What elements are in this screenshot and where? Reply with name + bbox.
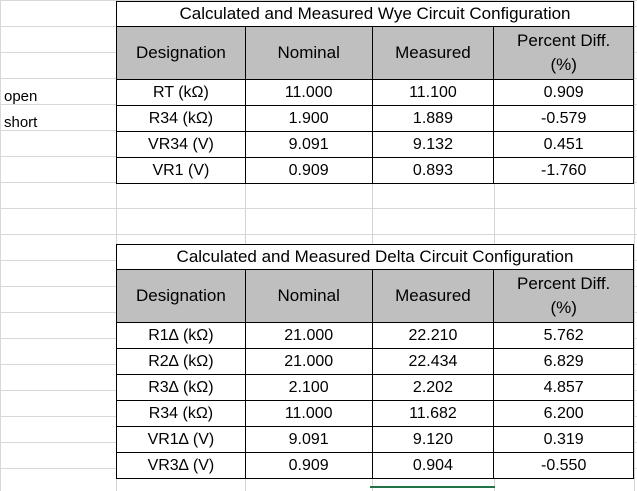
cell-measured[interactable]: 11.682 xyxy=(371,400,495,427)
header-percent-diff[interactable]: Percent Diff. (%) xyxy=(493,269,634,323)
cell-measured[interactable]: 22.210 xyxy=(371,322,495,349)
cell-measured[interactable]: 1.889 xyxy=(371,105,495,132)
column-divider xyxy=(634,0,635,491)
table-row: R34 (kΩ) 1.900 1.889 -0.579 xyxy=(116,105,634,132)
wye-header-row: Designation Nominal Measured Percent Dif… xyxy=(116,26,634,80)
table-row: VR3∆ (V) 0.909 0.904 -0.550 xyxy=(116,452,634,479)
cell-percent[interactable]: 0.451 xyxy=(493,131,634,158)
header-nominal[interactable]: Nominal xyxy=(244,269,373,323)
cell-percent[interactable]: -0.550 xyxy=(493,452,634,479)
cell-nominal[interactable]: 9.091 xyxy=(244,426,373,453)
cell-nominal[interactable]: 2.100 xyxy=(244,374,373,401)
table-row: VR1∆ (V) 9.091 9.120 0.319 xyxy=(116,426,634,453)
cell-nominal[interactable]: 9.091 xyxy=(244,131,373,158)
cell-nominal[interactable]: 21.000 xyxy=(244,322,373,349)
cell-percent[interactable]: 5.762 xyxy=(493,322,634,349)
cell-nominal[interactable]: 21.000 xyxy=(244,348,373,375)
cell-nominal[interactable]: 11.000 xyxy=(244,79,373,106)
header-nominal[interactable]: Nominal xyxy=(244,26,373,80)
cell-measured[interactable]: 22.434 xyxy=(371,348,495,375)
cell-nominal[interactable]: 0.909 xyxy=(244,157,373,184)
cell-measured[interactable]: 2.202 xyxy=(371,374,495,401)
header-percent-diff-label: Percent Diff. xyxy=(517,274,611,293)
cell-percent[interactable]: 0.909 xyxy=(493,79,634,106)
wye-table-title[interactable]: Calculated and Measured Wye Circuit Conf… xyxy=(116,1,634,26)
cell-measured[interactable]: 11.100 xyxy=(371,79,495,106)
cell-percent[interactable]: -1.760 xyxy=(493,157,634,184)
header-designation[interactable]: Designation xyxy=(116,26,246,80)
table-row: RT (kΩ) 11.000 11.100 0.909 xyxy=(116,79,634,106)
short-label[interactable]: short xyxy=(4,114,38,131)
cell-designation[interactable]: VR1∆ (V) xyxy=(116,426,246,453)
delta-table: Calculated and Measured Delta Circuit Co… xyxy=(116,244,634,479)
header-percent-diff-label: Percent Diff. xyxy=(517,31,611,50)
cell-measured[interactable]: 0.893 xyxy=(371,157,495,184)
cell-designation[interactable]: VR3∆ (V) xyxy=(116,452,246,479)
cell-nominal[interactable]: 0.909 xyxy=(244,452,373,479)
cell-percent[interactable]: -0.579 xyxy=(493,105,634,132)
cell-designation[interactable]: R34 (kΩ) xyxy=(116,105,246,132)
cell-percent[interactable]: 6.200 xyxy=(493,400,634,427)
table-row: VR1 (V) 0.909 0.893 -1.760 xyxy=(116,157,634,184)
table-row: R1∆ (kΩ) 21.000 22.210 5.762 xyxy=(116,322,634,349)
cell-designation[interactable]: R3∆ (kΩ) xyxy=(116,374,246,401)
header-designation[interactable]: Designation xyxy=(116,269,246,323)
cell-measured[interactable]: 0.904 xyxy=(371,452,495,479)
cell-designation[interactable]: VR1 (V) xyxy=(116,157,246,184)
wye-table: Calculated and Measured Wye Circuit Conf… xyxy=(116,1,634,184)
header-percent-unit: (%) xyxy=(550,298,577,317)
cell-percent[interactable]: 4.857 xyxy=(493,374,634,401)
table-row: R3∆ (kΩ) 2.100 2.202 4.857 xyxy=(116,374,634,401)
cell-designation[interactable]: R34 (kΩ) xyxy=(116,400,246,427)
cell-designation[interactable]: R2∆ (kΩ) xyxy=(116,348,246,375)
table-row: R2∆ (kΩ) 21.000 22.434 6.829 xyxy=(116,348,634,375)
cell-nominal[interactable]: 11.000 xyxy=(244,400,373,427)
cell-nominal[interactable]: 1.900 xyxy=(244,105,373,132)
cell-measured[interactable]: 9.132 xyxy=(371,131,495,158)
delta-table-title[interactable]: Calculated and Measured Delta Circuit Co… xyxy=(116,244,634,269)
header-percent-diff[interactable]: Percent Diff. (%) xyxy=(493,26,634,80)
delta-header-row: Designation Nominal Measured Percent Dif… xyxy=(116,269,634,323)
table-row: VR34 (V) 9.091 9.132 0.451 xyxy=(116,131,634,158)
open-label[interactable]: open xyxy=(4,88,38,105)
header-percent-unit: (%) xyxy=(550,55,577,74)
cell-percent[interactable]: 0.319 xyxy=(493,426,634,453)
active-cell-indicator xyxy=(370,486,495,488)
header-measured[interactable]: Measured xyxy=(371,269,495,323)
cell-designation[interactable]: VR34 (V) xyxy=(116,131,246,158)
cell-designation[interactable]: R1∆ (kΩ) xyxy=(116,322,246,349)
table-row: R34 (kΩ) 11.000 11.682 6.200 xyxy=(116,400,634,427)
cell-measured[interactable]: 9.120 xyxy=(371,426,495,453)
cell-percent[interactable]: 6.829 xyxy=(493,348,634,375)
header-measured[interactable]: Measured xyxy=(371,26,495,80)
cell-designation[interactable]: RT (kΩ) xyxy=(116,79,246,106)
